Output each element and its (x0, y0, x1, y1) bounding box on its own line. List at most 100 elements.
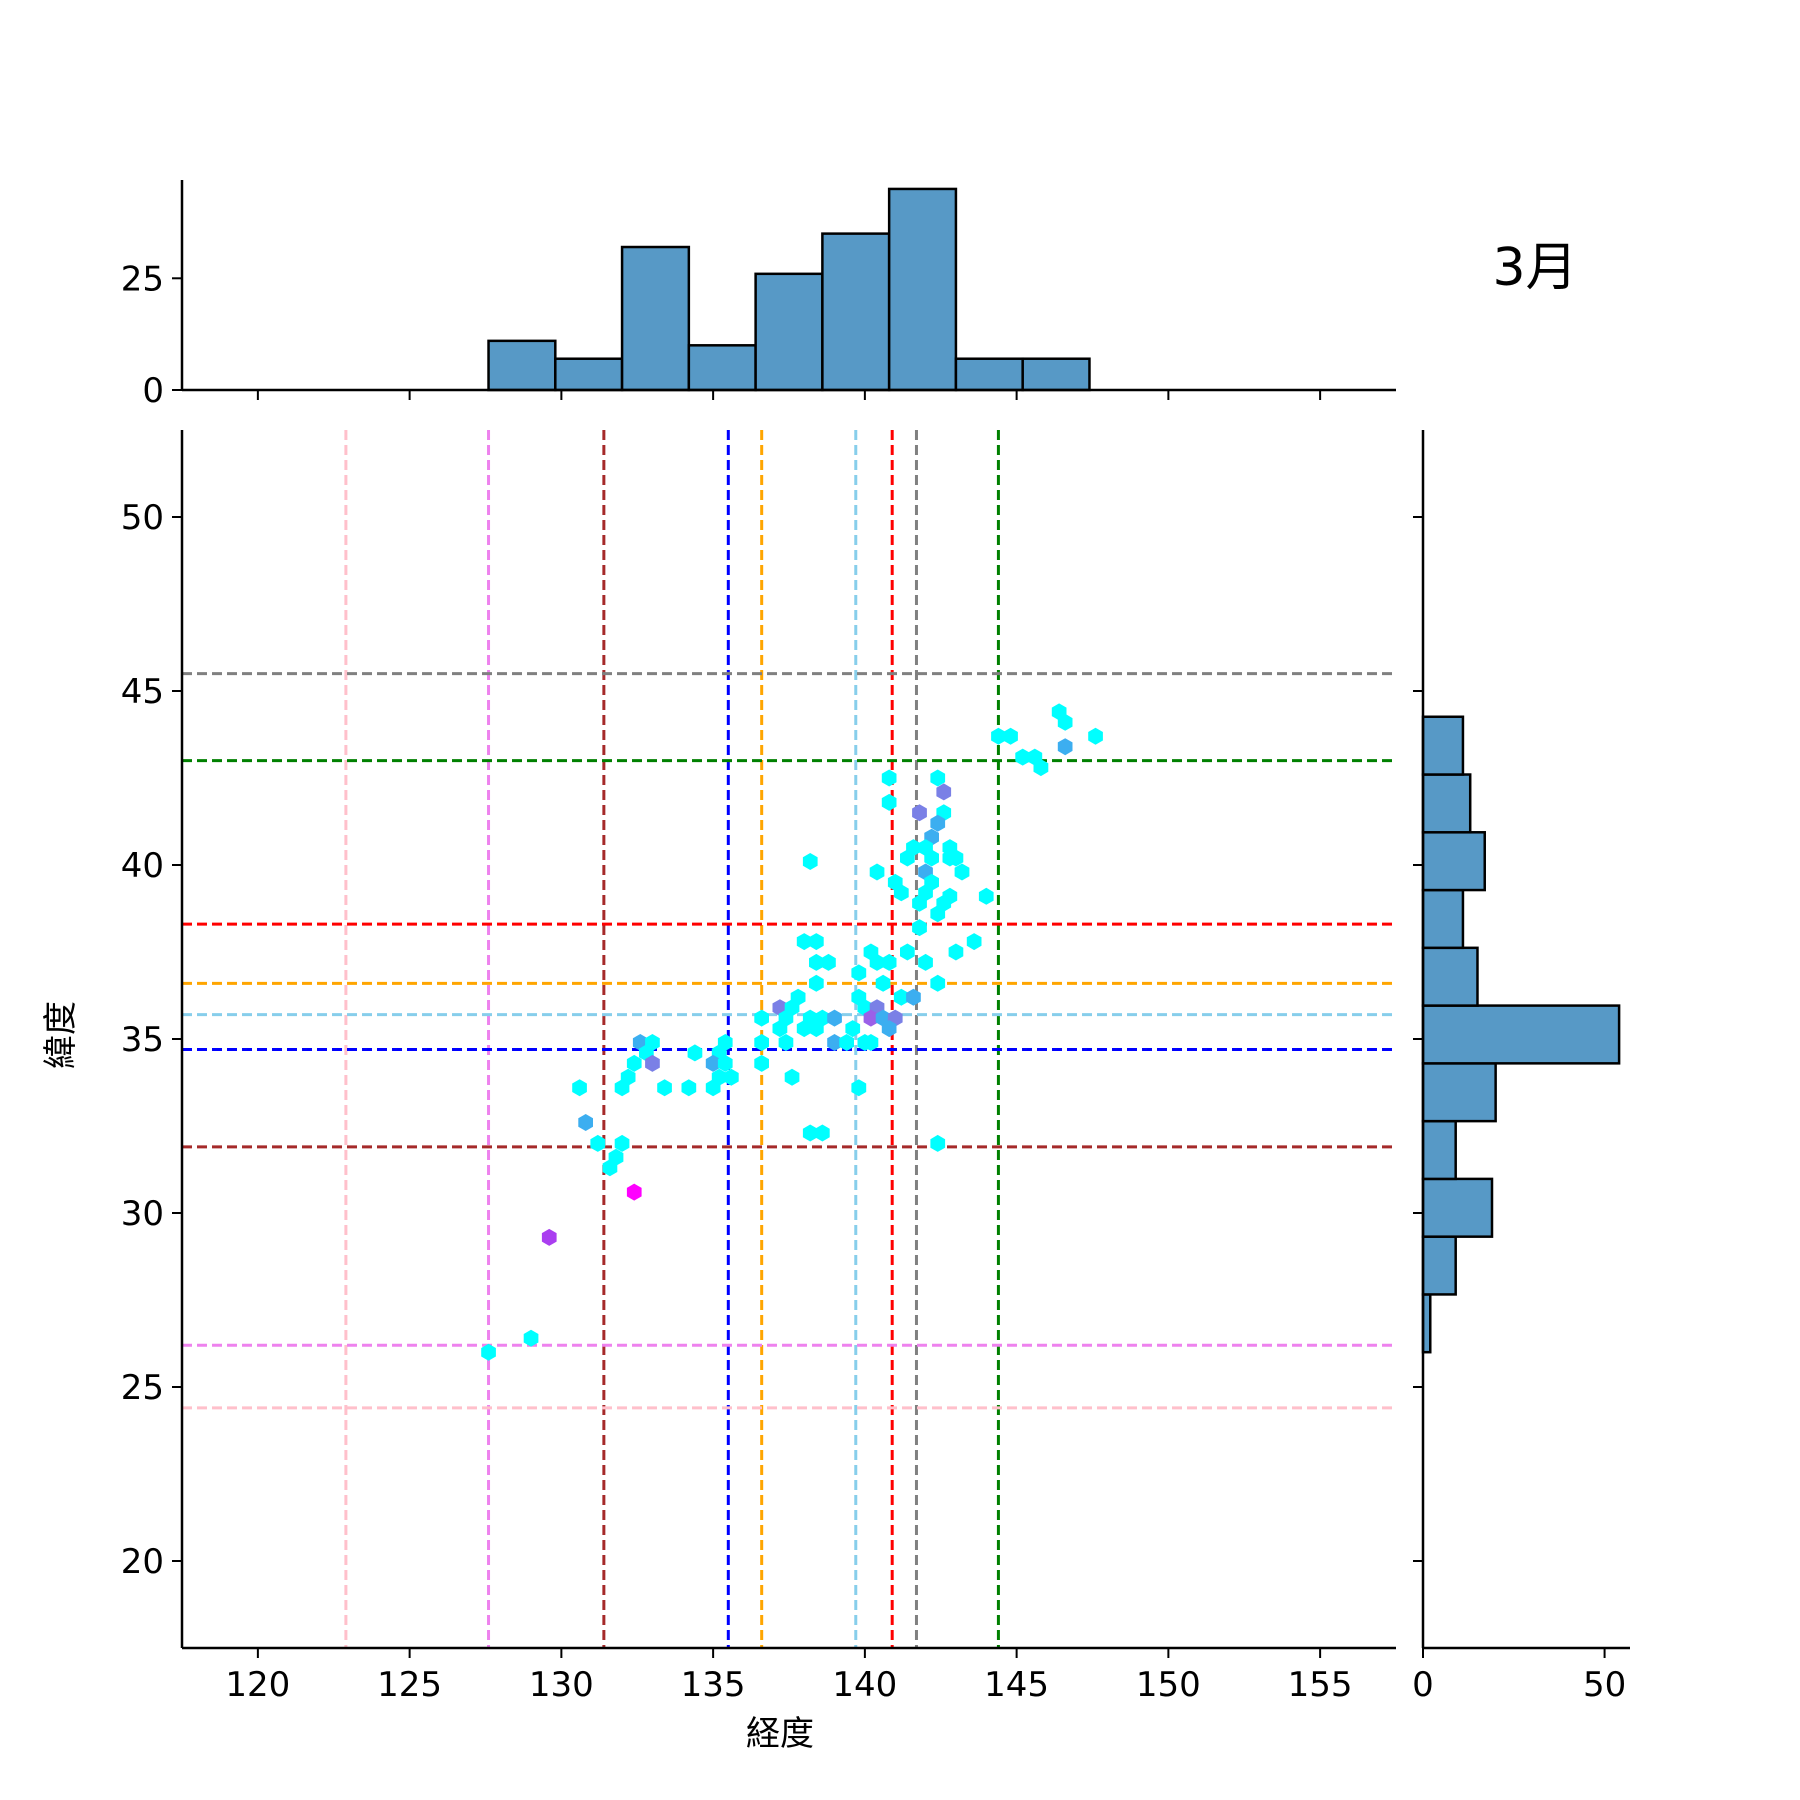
hexbin-cell (784, 1068, 800, 1086)
y-tick-label: 30 (121, 1194, 164, 1234)
hexbin-cell (626, 1183, 642, 1201)
y-tick-label: 35 (121, 1020, 164, 1060)
right-hist-x-tick-label: 0 (1412, 1665, 1434, 1705)
hexbin-cell (930, 1134, 946, 1152)
hexbin-cell (626, 1054, 642, 1072)
hexbin-cell (893, 988, 909, 1006)
hexbin-cell (893, 884, 909, 902)
x-tick-label: 155 (1288, 1665, 1353, 1705)
hexbin-cell (754, 1054, 769, 1072)
hexbin-cell (930, 974, 946, 992)
y-axis-label: 緯度 (41, 1001, 81, 1069)
hexbin-cell (912, 804, 927, 822)
hexbin-cell (930, 769, 946, 787)
hexbin-cell (796, 933, 812, 951)
hexbin-cell (754, 1009, 769, 1027)
top-hist-bar (821, 232, 891, 392)
hexbin-cell (881, 793, 897, 811)
right-marginal-histogram: 0 50 (1412, 430, 1630, 1705)
x-tick-label: 125 (377, 1665, 442, 1705)
hexbin-cell (772, 1020, 788, 1038)
hexbin-cell (590, 1134, 606, 1152)
top-hist-bar (954, 357, 1024, 392)
chart-title: 3月 (1492, 238, 1577, 298)
right-hist-bar (1421, 946, 1479, 1007)
y-tick-label: 20 (121, 1542, 164, 1582)
hexbin-cell (845, 1020, 861, 1038)
hexbin-cell (966, 933, 982, 951)
hexbin-cell (578, 1114, 593, 1131)
hexbin-cell (863, 1034, 879, 1051)
hexbin-cell (602, 1159, 618, 1177)
hexbin-cell (796, 1020, 812, 1038)
hexbin-cell (815, 1124, 830, 1142)
top-hist-bar (620, 245, 691, 392)
top-hist-bar (687, 344, 757, 392)
top-hist-bar (487, 339, 557, 392)
hexbin-cell (1033, 759, 1049, 777)
top-marginal-histogram: 0 25 (121, 180, 1396, 411)
hexbin-cell (523, 1329, 539, 1347)
hexbin-cell (906, 988, 921, 1006)
hexbin-cell (839, 1034, 854, 1051)
top-hist-bar (887, 187, 958, 392)
hexbin-cell (809, 933, 824, 951)
hexbin-cell (869, 953, 885, 971)
hexbin-cell (881, 1020, 897, 1038)
hexbin-cell (881, 953, 897, 971)
x-tick-label: 135 (681, 1665, 746, 1705)
top-hist-bar (554, 357, 624, 392)
hexbin-cell (724, 1068, 739, 1086)
hexbin-cell (900, 849, 915, 867)
hexbin-cell (1003, 727, 1018, 745)
main-axes: 120 125 130 135 140 145 150 155 20 25 30 35 40 45 50 (121, 430, 1396, 1705)
hexbin-cell (936, 783, 952, 801)
hexbin-cell (717, 1054, 733, 1072)
hexbin-cell (657, 1079, 672, 1097)
hexbin-cell (875, 974, 891, 992)
hexbin-cell (821, 953, 836, 971)
hexbin-cell (827, 1034, 842, 1051)
hexbin-cell (912, 894, 927, 912)
hexbin-cell (900, 943, 915, 961)
right-hist-bar (1421, 1119, 1457, 1181)
top-hist-y-tick-label: 25 (121, 259, 164, 299)
hexbin-cell (827, 1009, 842, 1027)
main-hexbin-plot: 120 125 130 135 140 145 150 155 20 25 30 35 40 45 50 (121, 430, 1396, 1705)
right-hist-bar (1421, 1177, 1494, 1238)
hexbin-cell (930, 905, 946, 923)
hexbin-cell (869, 863, 885, 881)
hexbin-cell (954, 863, 970, 881)
right-hist-bar (1421, 773, 1472, 834)
hexbin-cell (645, 1054, 660, 1072)
x-tick-label: 150 (1136, 1665, 1201, 1705)
hexbin-cell (705, 1079, 721, 1097)
right-hist-bar (1421, 831, 1486, 892)
top-hist-y-tick-label: 0 (142, 371, 164, 411)
hexbin-cell (863, 1009, 879, 1027)
hexbin-cell (918, 953, 933, 971)
top-hist-bar (754, 272, 824, 392)
hexbin-cell (614, 1079, 630, 1097)
hexbin-cell (948, 849, 964, 867)
hexbin-points (481, 703, 1103, 1361)
x-axis-label: 経度 (746, 1714, 814, 1754)
hexbin-cell (851, 1079, 867, 1097)
right-hist-bar (1421, 1235, 1457, 1296)
hexbin-cell (687, 1044, 703, 1062)
hexbin-cell (572, 1079, 587, 1097)
hexbin-cell (681, 1079, 697, 1097)
hexbin-cell (851, 964, 867, 982)
right-hist-bar (1421, 888, 1465, 950)
hexbin-cell (541, 1228, 557, 1246)
y-tick-label: 40 (121, 846, 164, 886)
hexbin-cell (1088, 727, 1103, 745)
top-hist-bar (1021, 357, 1091, 392)
hexbin-cell (809, 974, 824, 992)
y-tick-label: 25 (121, 1368, 164, 1408)
hexbin-cell (912, 919, 927, 937)
hexbin-cell (481, 1343, 496, 1361)
hexbin-cell (809, 1020, 824, 1038)
right-hist-bar (1421, 1004, 1621, 1065)
